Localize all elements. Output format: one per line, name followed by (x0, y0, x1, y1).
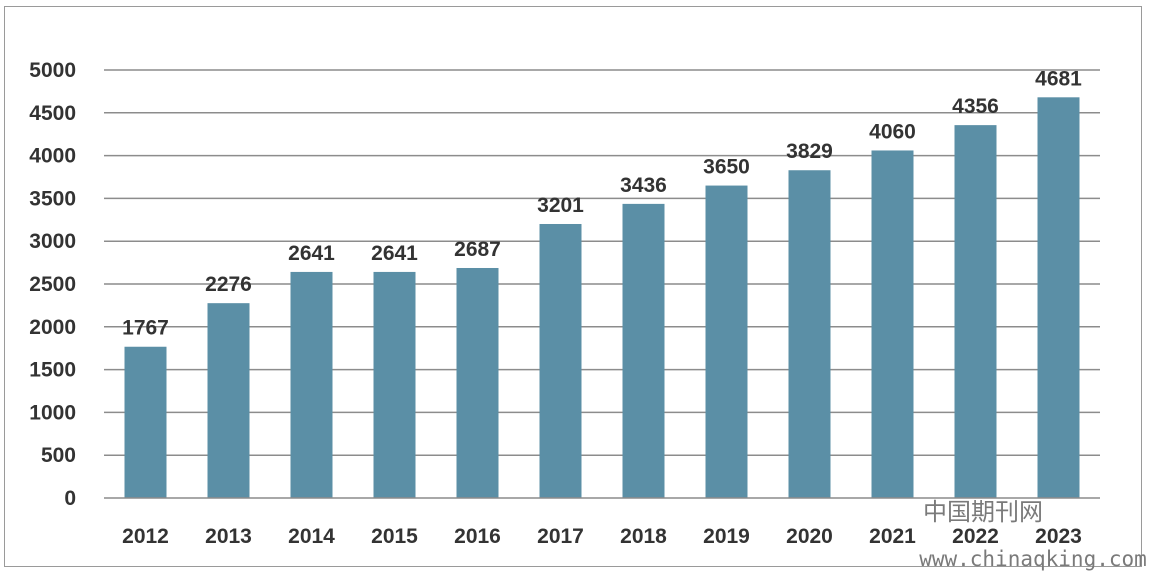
data-labels: 1767 2276 2641 2641 2687 3201 3436 3650 3829 4060… (122, 67, 1082, 339)
x-tick-label-2013: 2013 (205, 525, 252, 548)
x-tick-label-2017: 2017 (537, 525, 584, 548)
data-label-2019: 3650 (703, 156, 750, 179)
y-tick-label-5000: 5000 (29, 59, 76, 82)
data-label-2020: 3829 (786, 140, 833, 163)
bar-2016 (456, 267, 499, 498)
watermark-url: www.chinaqking.com (919, 547, 1147, 571)
data-label-2013: 2276 (205, 273, 252, 296)
data-label-2014: 2641 (288, 242, 335, 265)
x-tick-label-2022: 2022 (952, 525, 999, 548)
x-tick-label-2014: 2014 (288, 525, 335, 548)
bar-2019 (705, 185, 748, 498)
x-tick-label-2023: 2023 (1035, 525, 1082, 548)
x-tick-label-2012: 2012 (122, 525, 169, 548)
y-tick-label-3500: 3500 (29, 187, 76, 210)
bar-2020 (788, 170, 831, 498)
x-tick-label-2016: 2016 (454, 525, 501, 548)
bar-2015 (373, 271, 416, 498)
y-tick-label-2000: 2000 (29, 316, 76, 339)
x-tick-label-2019: 2019 (703, 525, 750, 548)
data-label-2012: 1767 (122, 317, 169, 340)
data-label-2023: 4681 (1035, 67, 1082, 90)
y-tick-label-4500: 4500 (29, 102, 76, 125)
y-axis-ticks: 0 500 1000 1500 2000 2500 3000 3500 4000 4500 5000 (29, 59, 76, 510)
bar-2018 (622, 203, 665, 498)
y-tick-label-0: 0 (64, 487, 76, 510)
bar-2022 (954, 125, 997, 498)
x-tick-label-2015: 2015 (371, 525, 418, 548)
x-tick-label-2018: 2018 (620, 525, 667, 548)
x-axis-ticks: 2012 2013 2014 2015 2016 2017 2018 2019 2020 2021… (122, 525, 1082, 548)
data-label-2022: 4356 (952, 95, 999, 118)
y-tick-label-3000: 3000 (29, 230, 76, 253)
data-label-2018: 3436 (620, 174, 667, 197)
bar-2017 (539, 223, 582, 499)
bars (124, 97, 1080, 499)
gridlines (104, 69, 1100, 456)
data-label-2021: 4060 (869, 120, 916, 143)
y-tick-label-2500: 2500 (29, 273, 76, 296)
data-label-2017: 3201 (537, 194, 584, 217)
bar-2014 (290, 271, 333, 498)
y-tick-label-4000: 4000 (29, 145, 76, 168)
watermark-cn: 中国期刊网 (923, 498, 1043, 526)
data-label-2015: 2641 (371, 242, 418, 265)
x-tick-label-2020: 2020 (786, 525, 833, 548)
data-label-2016: 2687 (454, 238, 501, 261)
y-tick-label-1000: 1000 (29, 401, 76, 424)
bar-2013 (207, 303, 250, 498)
bar-2023 (1037, 97, 1080, 498)
bar-2021 (871, 150, 914, 499)
bar-2012 (124, 346, 167, 498)
x-tick-label-2021: 2021 (869, 525, 916, 548)
y-tick-label-1500: 1500 (29, 359, 76, 382)
y-tick-label-500: 500 (41, 444, 76, 467)
